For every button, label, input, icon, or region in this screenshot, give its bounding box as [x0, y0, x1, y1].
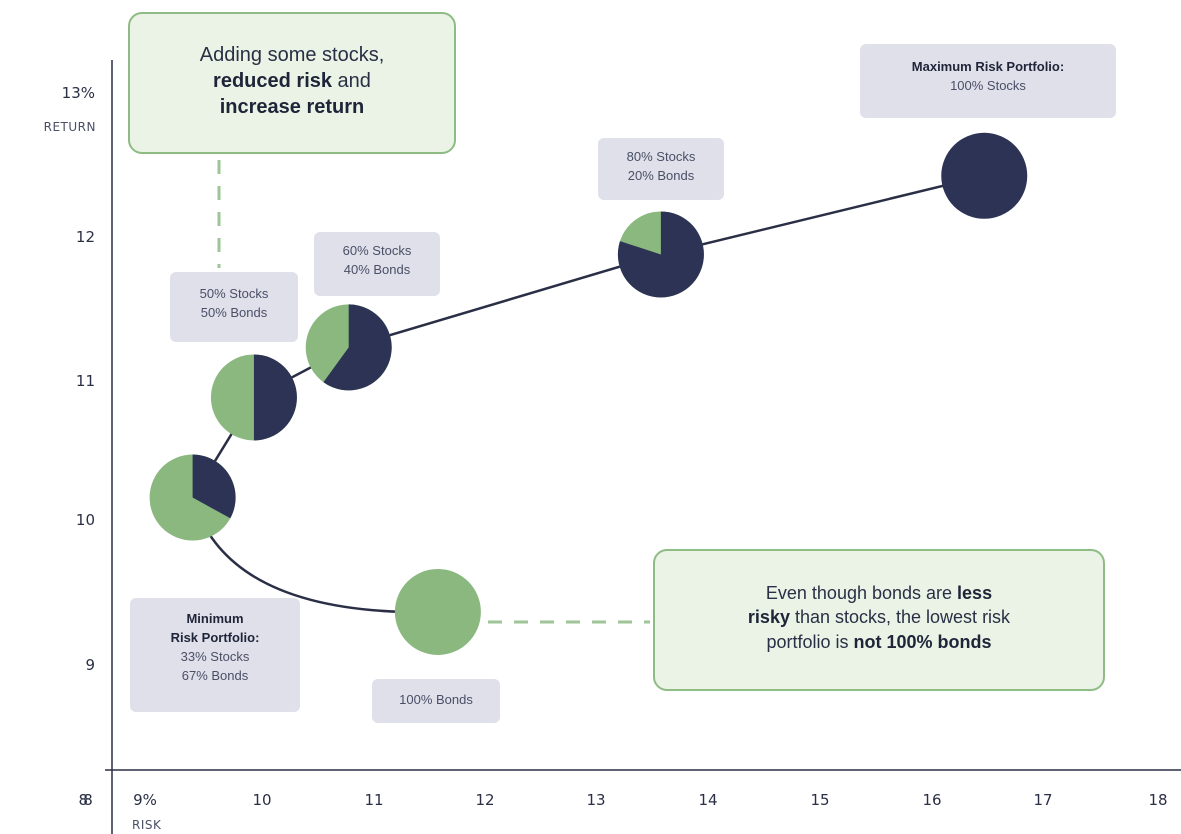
label-100-bonds: 100% Bonds [372, 679, 500, 723]
callout-bottom-bold-1: less [957, 583, 993, 603]
portfolio-pie [210, 354, 297, 441]
label-min-risk-title-1: Minimum [186, 611, 244, 626]
callout-top-line-1: Adding some stocks, [199, 44, 385, 66]
pie-slice-stocks [323, 304, 392, 391]
portfolio-pie [305, 304, 392, 391]
callout-top-bold-2: increase return [219, 96, 365, 118]
x-tick-label: 18 [1148, 791, 1167, 809]
pie-slice-stocks [617, 211, 704, 298]
callout-adding-stocks: Adding some stocks, reduced risk and inc… [128, 12, 456, 154]
portfolio-pies [149, 132, 1028, 655]
label-80-20-line-1: 80% Stocks [626, 149, 696, 164]
label-50-50: 50% Stocks 50% Bonds [170, 272, 298, 342]
tick-labels: 8 9% 10 11 12 13 14 15 16 17 18 RISK 8 9 10 11 12 13% RETU… [44, 84, 1168, 832]
x-tick-label: 10 [252, 791, 271, 809]
label-min-risk-title-2: Risk Portfolio: [170, 629, 260, 645]
portfolio-pie [149, 454, 236, 541]
label-max-risk-title: Maximum Risk Portfolio: [911, 59, 1065, 74]
label-60-40-line-1: 60% Stocks [342, 243, 412, 258]
x-tick-label: 8 [83, 791, 93, 809]
y-tick-label: 11 [76, 372, 95, 390]
label-50-50-line-2: 50% Bonds [200, 304, 268, 320]
x-tick-label: 17 [1033, 791, 1052, 809]
frontier-line [191, 174, 985, 614]
x-tick-label: 15 [810, 791, 829, 809]
callout-top-bold-1: reduced risk [213, 70, 332, 92]
y-tick-label: 12 [76, 228, 95, 246]
callout-bonds-risk: Even though bonds are less risky than st… [653, 549, 1105, 691]
y-tick-label: 13% [62, 84, 95, 102]
callout-top-text-2: and [332, 70, 371, 92]
label-60-40: 60% Stocks 40% Bonds [314, 232, 440, 296]
x-tick-label: 12 [475, 791, 494, 809]
x-tick-label: 11 [364, 791, 383, 809]
x-axis-unit-label: RISK [132, 818, 162, 832]
x-tick-label: 16 [922, 791, 941, 809]
label-min-risk-line-2: 67% Bonds [181, 667, 249, 683]
callout-bottom-text-2: than stocks, the lowest risk [789, 607, 1011, 628]
x-tick-label: 9% [133, 791, 157, 809]
portfolio-pie [394, 568, 481, 655]
pie-slice-stocks [253, 354, 297, 441]
label-min-risk: Minimum Risk Portfolio: 33% Stocks 67% B… [130, 598, 300, 712]
callout-bottom-text-3: portfolio is [766, 631, 854, 652]
pie-slice-bonds [394, 568, 481, 655]
x-tick-label: 14 [698, 791, 717, 809]
callout-bottom-bold-2: risky [747, 607, 790, 628]
label-50-50-line-1: 50% Stocks [199, 286, 269, 301]
label-80-20-line-2: 20% Bonds [627, 167, 695, 183]
efficient-frontier [191, 174, 985, 614]
label-100-bonds-line-1: 100% Bonds [399, 692, 473, 707]
callout-bottom-bold-3: not 100% bonds [853, 631, 992, 652]
y-axis-unit-label: RETURN [44, 120, 96, 134]
label-max-risk: Maximum Risk Portfolio: 100% Stocks [860, 44, 1116, 118]
callout-bottom-text-1: Even though bonds are [765, 583, 958, 603]
label-min-risk-line-1: 33% Stocks [180, 648, 250, 664]
y-tick-label: 8 [78, 791, 88, 809]
y-tick-label: 9 [85, 656, 95, 674]
label-80-20: 80% Stocks 20% Bonds [598, 138, 724, 200]
pie-slice-stocks [941, 132, 1028, 219]
y-tick-label: 10 [76, 511, 95, 529]
dashed-connectors [217, 160, 650, 624]
label-60-40-line-2: 40% Bonds [343, 261, 411, 277]
pie-slice-stocks [192, 454, 236, 519]
portfolio-pie [617, 211, 704, 298]
axes [105, 60, 1181, 834]
x-tick-label: 13 [586, 791, 605, 809]
portfolio-pie [941, 132, 1028, 219]
label-max-risk-line-1: 100% Stocks [950, 77, 1026, 93]
